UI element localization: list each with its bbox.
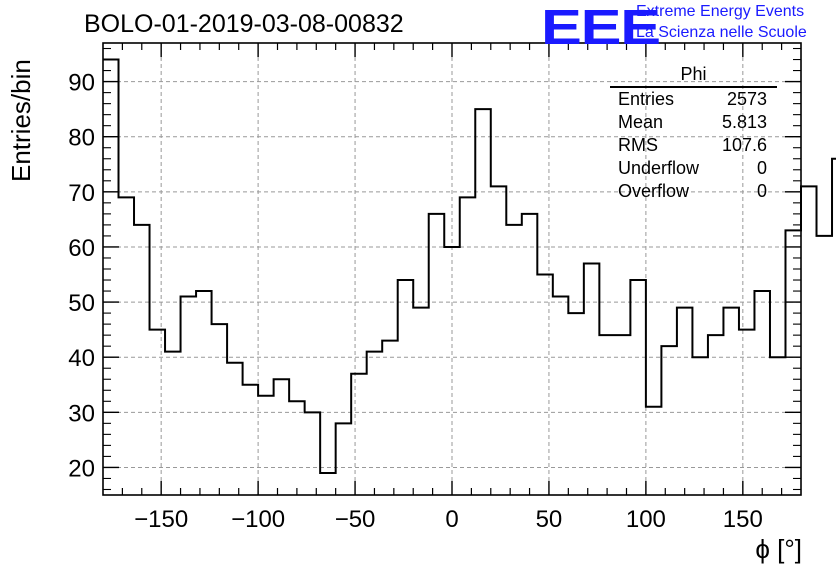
- stats-label: Overflow: [618, 181, 690, 201]
- stats-value: 0: [756, 158, 767, 178]
- axis-ticks: [103, 43, 801, 495]
- x-tick-label: 0: [445, 506, 458, 533]
- x-tick-label: −150: [134, 506, 188, 533]
- eee-logo: EEE: [541, 1, 661, 55]
- y-tick-label: 20: [68, 455, 95, 482]
- x-tick-label: 150: [723, 506, 763, 533]
- plot-frame: [102, 42, 802, 496]
- y-tick-label: 30: [68, 400, 95, 427]
- stats-label: RMS: [618, 135, 658, 155]
- histogram-step-line: [103, 58, 836, 474]
- x-tick-label: 100: [626, 506, 666, 533]
- stats-row: Mean 5.813: [610, 111, 777, 134]
- logo-line-1: Extreme Energy Events: [636, 3, 805, 20]
- stats-title: Phi: [610, 62, 777, 88]
- stats-value: 5.813: [721, 112, 767, 132]
- stats-value: 2573: [726, 89, 767, 109]
- tick-labels: −150 −100 −50 0 50 100 150 20 30 40 50 60 70 80 90: [68, 70, 763, 533]
- y-tick-label: 40: [68, 345, 95, 372]
- x-axis-label: ϕ [°]: [755, 534, 802, 564]
- stats-label: Entries: [618, 89, 675, 109]
- x-tick-label: −100: [231, 506, 285, 533]
- y-tick-label: 90: [68, 70, 95, 97]
- grid-lines: [103, 43, 801, 495]
- stats-row: Underflow 0: [610, 157, 777, 180]
- stats-label: Mean: [618, 112, 664, 132]
- stats-label: Underflow: [618, 158, 700, 178]
- stats-value: 107.6: [721, 135, 767, 155]
- y-tick-label: 50: [68, 290, 95, 317]
- stats-box: Phi Entries 2573 Mean 5.813 RMS 107.6 Under…: [610, 62, 777, 203]
- y-tick-label: 60: [68, 235, 95, 262]
- y-tick-label: 80: [68, 125, 95, 152]
- stats-value: 0: [756, 181, 767, 201]
- y-axis-label: Entries/bin: [6, 59, 36, 182]
- x-tick-label: −50: [335, 506, 376, 533]
- y-tick-label: 70: [68, 180, 95, 207]
- x-tick-label: 50: [536, 506, 563, 533]
- chart-title: BOLO-01-2019-03-08-00832: [84, 10, 404, 38]
- stats-row: Entries 2573: [610, 88, 777, 111]
- stats-row: Overflow 0: [610, 180, 777, 203]
- logo-line-2: La Scienza nelle Scuole: [636, 24, 807, 41]
- stats-row: RMS 107.6: [610, 134, 777, 157]
